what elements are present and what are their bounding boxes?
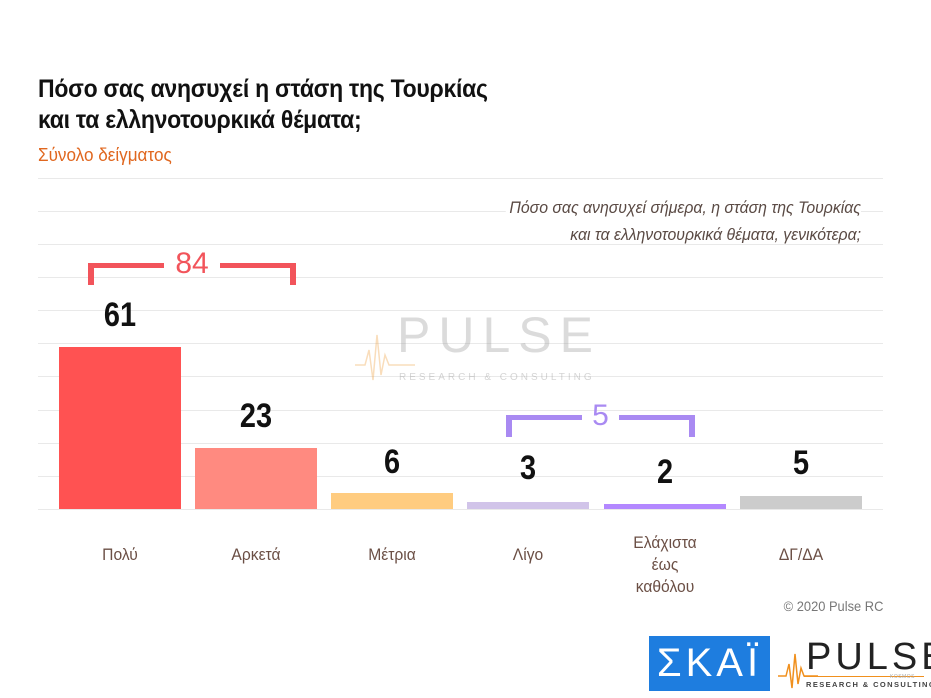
pulse-wave-icon: [355, 334, 415, 381]
bar-metria: [331, 493, 453, 509]
title-line-2: και τα ελληνοτουρκικά θέματα;: [38, 106, 362, 134]
category-label-dg-da: ΔΓ/ΔΑ: [778, 545, 824, 564]
bar-value-arketa: 23: [239, 397, 273, 435]
bar-value-polu: 61: [103, 296, 137, 334]
pulse-logo-kosmos: KOSMOS: [890, 674, 915, 680]
bracket-concerned: 84: [88, 249, 296, 285]
title-line-1: Πόσο σας ανησυχεί η στάση της Τουρκίας: [38, 75, 488, 103]
pulse-logo-tagline: RESEARCH & CONSULTING: [806, 680, 931, 689]
category-label-arketa: Αρκετά: [231, 545, 281, 564]
gridline: [38, 310, 883, 311]
gridline: [38, 343, 883, 344]
gridline: [38, 244, 883, 245]
bracket-concerned-total: 84: [175, 247, 209, 280]
gridline: [38, 178, 883, 179]
skai-logo: ΣΚΑΪ: [649, 636, 770, 691]
bar-value-metria: 6: [383, 443, 401, 481]
gridline: [38, 410, 883, 411]
bar-elaxista: [604, 504, 726, 509]
gridline: [38, 443, 883, 444]
chart-subtitle: Σύνολο δείγματος: [38, 145, 172, 165]
chart-title: Πόσο σας ανησυχεί η στάση της Τουρκίας κ…: [38, 74, 488, 136]
bar-arketa: [195, 448, 317, 509]
watermark-tagline: RESEARCH & CONSULTING: [399, 372, 595, 383]
gridline: [38, 277, 883, 278]
gridline: [38, 211, 883, 212]
category-label-ligo: Λίγο: [512, 545, 544, 564]
pulse-logo-name: PULSE: [806, 636, 931, 678]
category-label-elaxista: Ελάχιστα έως καθόλου: [633, 533, 697, 596]
category-label-polu: Πολύ: [102, 545, 138, 564]
category-label-metria: Μέτρια: [368, 545, 416, 564]
pulse-wave-icon: [778, 653, 818, 689]
watermark-name: PULSE: [397, 307, 601, 363]
bar-value-elaxista: 2: [656, 453, 674, 491]
bracket-not-concerned-total: 5: [592, 399, 609, 432]
gridline: [38, 476, 883, 477]
question-line-2: και τα ελληνοτουρκικά θέματα, γενικότερα…: [566, 225, 861, 244]
bar-value-dg-da: 5: [792, 444, 810, 482]
bar-polu: [59, 347, 181, 509]
bar-value-ligo: 3: [519, 449, 537, 487]
survey-question: Πόσο σας ανησυχεί σήμερα, η στάση της Το…: [415, 194, 861, 248]
copyright-notice: © 2020 Pulse RC: [783, 598, 883, 614]
gridline: [38, 376, 883, 377]
question-line-1: Πόσο σας ανησυχεί σήμερα, η στάση της Το…: [505, 198, 861, 217]
baseline: [38, 509, 883, 510]
bar-ligo: [467, 502, 589, 509]
bar-dg-da: [740, 496, 862, 509]
pulse-logo: PULSE KOSMOS RESEARCH & CONSULTING: [778, 636, 931, 692]
bracket-not-concerned: 5: [506, 401, 695, 437]
